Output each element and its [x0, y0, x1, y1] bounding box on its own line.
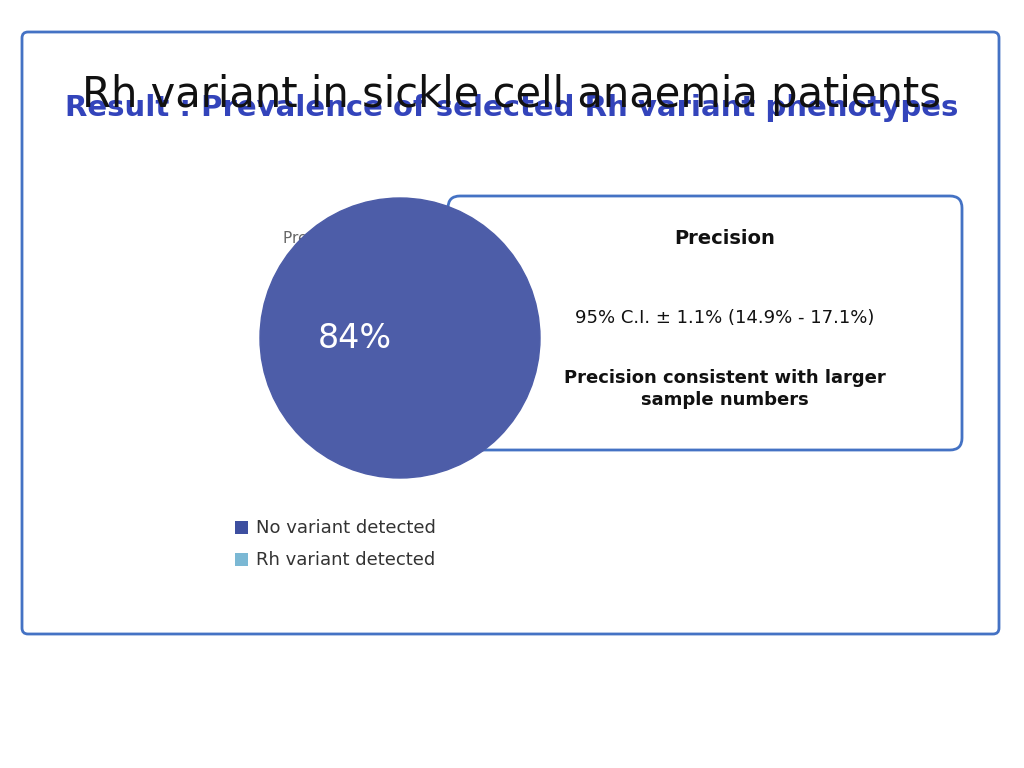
Bar: [234, 521, 248, 534]
Text: Precision consistent with larger: Precision consistent with larger: [564, 369, 886, 387]
Bar: [234, 553, 248, 566]
Text: Rh variant detected: Rh variant detected: [256, 551, 435, 569]
Text: Precision: Precision: [675, 229, 775, 247]
FancyBboxPatch shape: [449, 196, 962, 450]
Text: Result : Prevalence of selected Rh variant phenotypes: Result : Prevalence of selected Rh varia…: [66, 94, 958, 122]
Text: sample numbers: sample numbers: [641, 391, 809, 409]
FancyBboxPatch shape: [22, 32, 999, 634]
Text: Prevalence Rh variants in total population (n = 4,204): Prevalence Rh variants in total populati…: [284, 230, 696, 246]
Circle shape: [260, 198, 540, 478]
Text: Rh variant in sickle cell anaemia patients: Rh variant in sickle cell anaemia patien…: [83, 74, 941, 116]
Text: 84%: 84%: [317, 322, 392, 355]
Text: No variant detected: No variant detected: [256, 519, 436, 537]
Text: 95% C.I. ± 1.1% (14.9% - 17.1%): 95% C.I. ± 1.1% (14.9% - 17.1%): [575, 309, 874, 327]
